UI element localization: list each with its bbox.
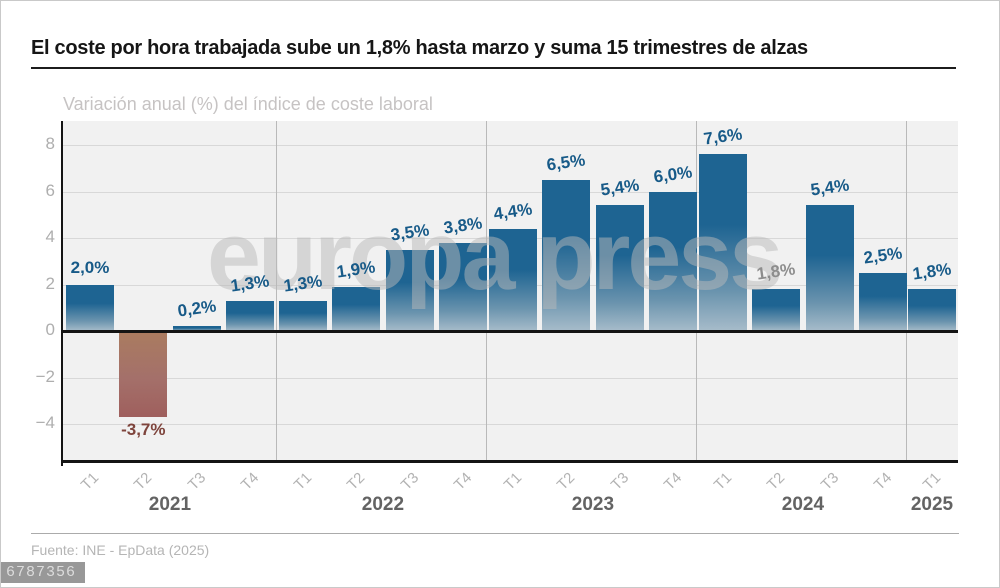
graphic-id-stamp: 6787356 [1,562,85,583]
bar-2022-T3 [385,249,434,331]
x-axis-line [63,460,958,463]
bar-value-label: 7,6% [702,124,744,149]
bar-2025-T1 [908,289,956,331]
x-tick-label: T1 [290,469,316,494]
y-axis-tick-label: 0 [45,320,55,339]
bar-2023-T1 [489,228,537,331]
chart-subtitle: Variación anual (%) del índice de coste … [63,94,433,114]
year-label-2023: 2023 [571,494,615,515]
y-axis-tick-label: 2 [45,273,55,293]
bar-2021-T3 [172,326,221,331]
bar-2024-T4 [858,272,907,331]
x-tick-label: T2 [131,469,156,494]
x-tick-label: T3 [607,469,632,494]
bar-2021-T2 [119,331,168,418]
page-title: El coste por hora trabajada sube un 1,8%… [31,37,808,59]
x-tick-label: T2 [344,469,369,494]
x-tick-label: T1 [919,469,945,494]
bar-2024-T3 [805,205,854,331]
chart-plot-area: europa press 2,0% -3,7% 0,2% 1,3% 1,3% 1,9% 3,… [63,121,958,463]
bar-value-label: -3,7% [121,420,166,440]
year-label-2024: 2024 [781,494,825,515]
bar-2021-T4 [225,300,274,331]
bar-value-label: 2,0% [70,257,110,277]
title-underline [31,67,956,69]
bar-2022-T4 [438,242,487,331]
year-label-2021: 2021 [148,494,192,515]
bar-2023-T2 [542,179,591,331]
x-tick-label: T1 [710,469,736,494]
gridline-y--2 [63,377,958,379]
x-tick-label: T2 [554,469,579,494]
watermark-text: europa press [207,201,783,310]
year-label-2022: 2022 [361,494,405,515]
gridline-y-8 [63,145,958,146]
x-tick-label: T4 [237,469,263,494]
bar-2022-T2 [332,286,381,331]
x-tick-label: T4 [870,469,896,494]
y-axis-tick-label: −4 [35,413,55,432]
bar-2022-T1 [279,300,327,331]
x-tick-label: T4 [450,469,476,494]
y-axis-tick-label: 4 [45,227,55,246]
x-tick-label: T2 [764,469,789,494]
gridline-y--4 [63,424,958,425]
footer-divider [31,533,959,534]
x-tick-label: T3 [817,469,842,494]
gridline-y-6 [63,191,958,193]
y-axis-tick-label: −2 [35,366,55,386]
bar-2023-T4 [648,191,697,331]
bar-value-label: 5,4% [809,175,851,201]
year-separator-line [276,121,277,463]
zero-baseline [63,330,958,333]
x-tick-label: T4 [660,469,686,494]
x-tick-label: T1 [77,469,103,494]
x-tick-label: T3 [184,469,209,494]
y-axis-tick-label: 6 [45,180,55,200]
x-tick-label: T1 [500,469,526,494]
bar-value-label: 6,5% [545,150,587,175]
bar-2021-T1 [66,284,114,331]
x-tick-label: T3 [397,469,422,494]
y-axis-line [61,121,63,466]
bar-2024-T2 [752,289,801,331]
bar-2024-T1 [699,154,747,331]
source-caption: Fuente: INE - EpData (2025) [31,542,210,558]
bar-2023-T3 [595,205,644,331]
year-label-2025: 2025 [910,494,954,515]
y-axis-tick-label: 8 [45,134,55,153]
